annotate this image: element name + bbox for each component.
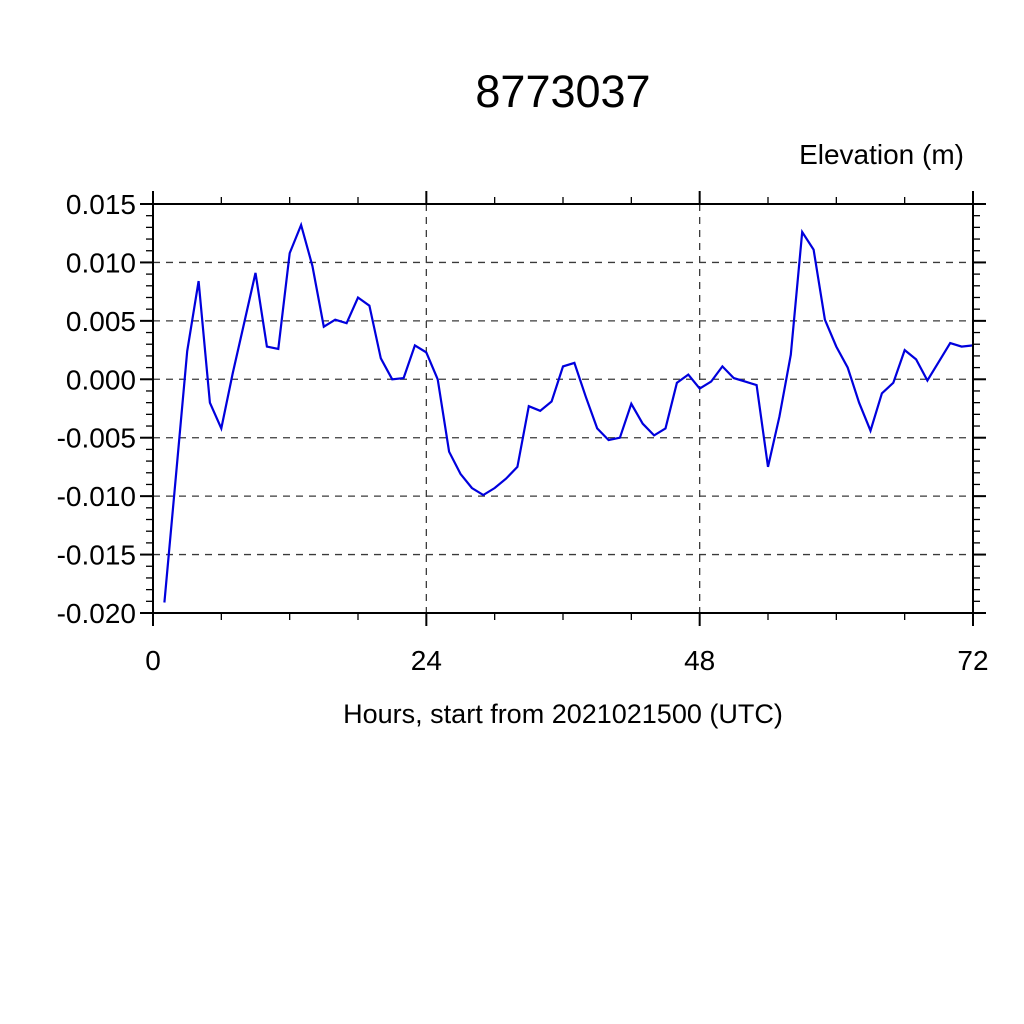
- y-tick-label: -0.010: [57, 481, 136, 512]
- x-tick-label: 48: [684, 645, 715, 676]
- y-tick-label: -0.005: [57, 423, 136, 454]
- y-tick-label: 0.005: [66, 306, 136, 337]
- x-tick-labels: 0 24 48 72: [145, 645, 988, 676]
- axis-ticks: [140, 191, 986, 626]
- chart-title: 8773037: [475, 66, 650, 117]
- y-tick-label: -0.015: [57, 540, 136, 571]
- x-tick-label: 24: [411, 645, 442, 676]
- x-tick-label: 0: [145, 645, 161, 676]
- x-tick-label: 72: [957, 645, 988, 676]
- y-tick-label: 0.015: [66, 189, 136, 220]
- gridlines: [153, 203, 974, 614]
- elevation-series-line: [163, 221, 974, 603]
- plot-frame: [152, 203, 974, 614]
- y-tick-label: -0.020: [57, 598, 136, 629]
- y-tick-labels: 0.015 0.010 0.005 0.000 -0.005 -0.010 -0.015 -0…: [57, 189, 136, 629]
- y-tick-label: 0.000: [66, 364, 136, 395]
- y-tick-label: 0.010: [66, 247, 136, 278]
- elevation-unit-label: Elevation (m): [799, 139, 964, 170]
- x-axis-label: Hours, start from 2021021500 (UTC): [343, 699, 783, 729]
